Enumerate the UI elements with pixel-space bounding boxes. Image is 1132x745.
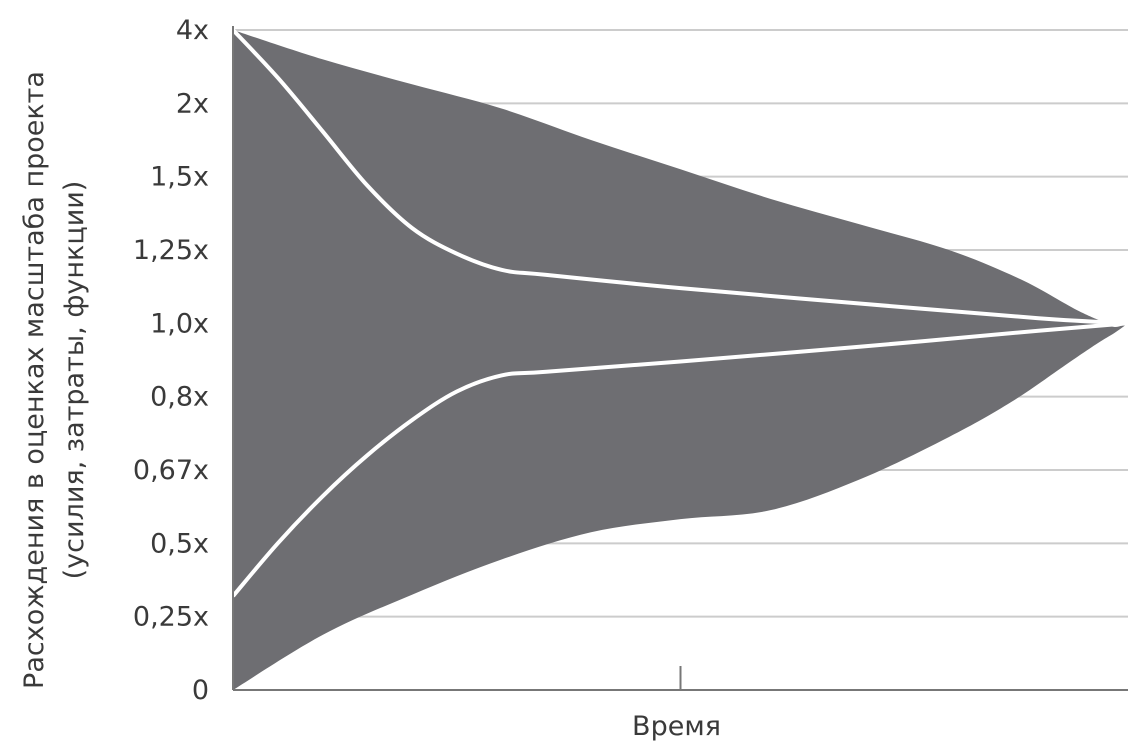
- upper-estimate-curve: [231, 28, 1129, 326]
- lower-estimate-curve: [231, 321, 1129, 598]
- y-tick-label: 0,5x: [150, 528, 209, 559]
- y-tick-label: 0,67x: [133, 455, 209, 486]
- y-tick-label: 4x: [176, 15, 209, 46]
- y-tick-label: 0,8x: [150, 382, 209, 413]
- axes: [232, 26, 1128, 691]
- y-tick-label: 2x: [176, 88, 209, 119]
- y-tick-labels: 0 0,25x 0,5x 0,67x 0,8x 1,0x 1,25x 1,5x 2x 4x: [133, 15, 209, 706]
- y-tick-label: 1,25x: [133, 235, 209, 266]
- y-axis-title-line-2: (усилия, затраты, функции): [59, 181, 90, 580]
- y-tick-label: 1,0x: [150, 308, 209, 339]
- y-tick-label: 0: [192, 675, 209, 706]
- y-tick-label: 1,5x: [150, 162, 209, 193]
- y-axis-title: Расхождения в оценках масштаба проекта (…: [19, 71, 90, 689]
- y-axis-title-line-1: Расхождения в оценках масштаба проекта: [19, 71, 50, 689]
- x-axis-title: Время: [632, 711, 721, 742]
- y-tick-label: 0,25x: [133, 602, 209, 633]
